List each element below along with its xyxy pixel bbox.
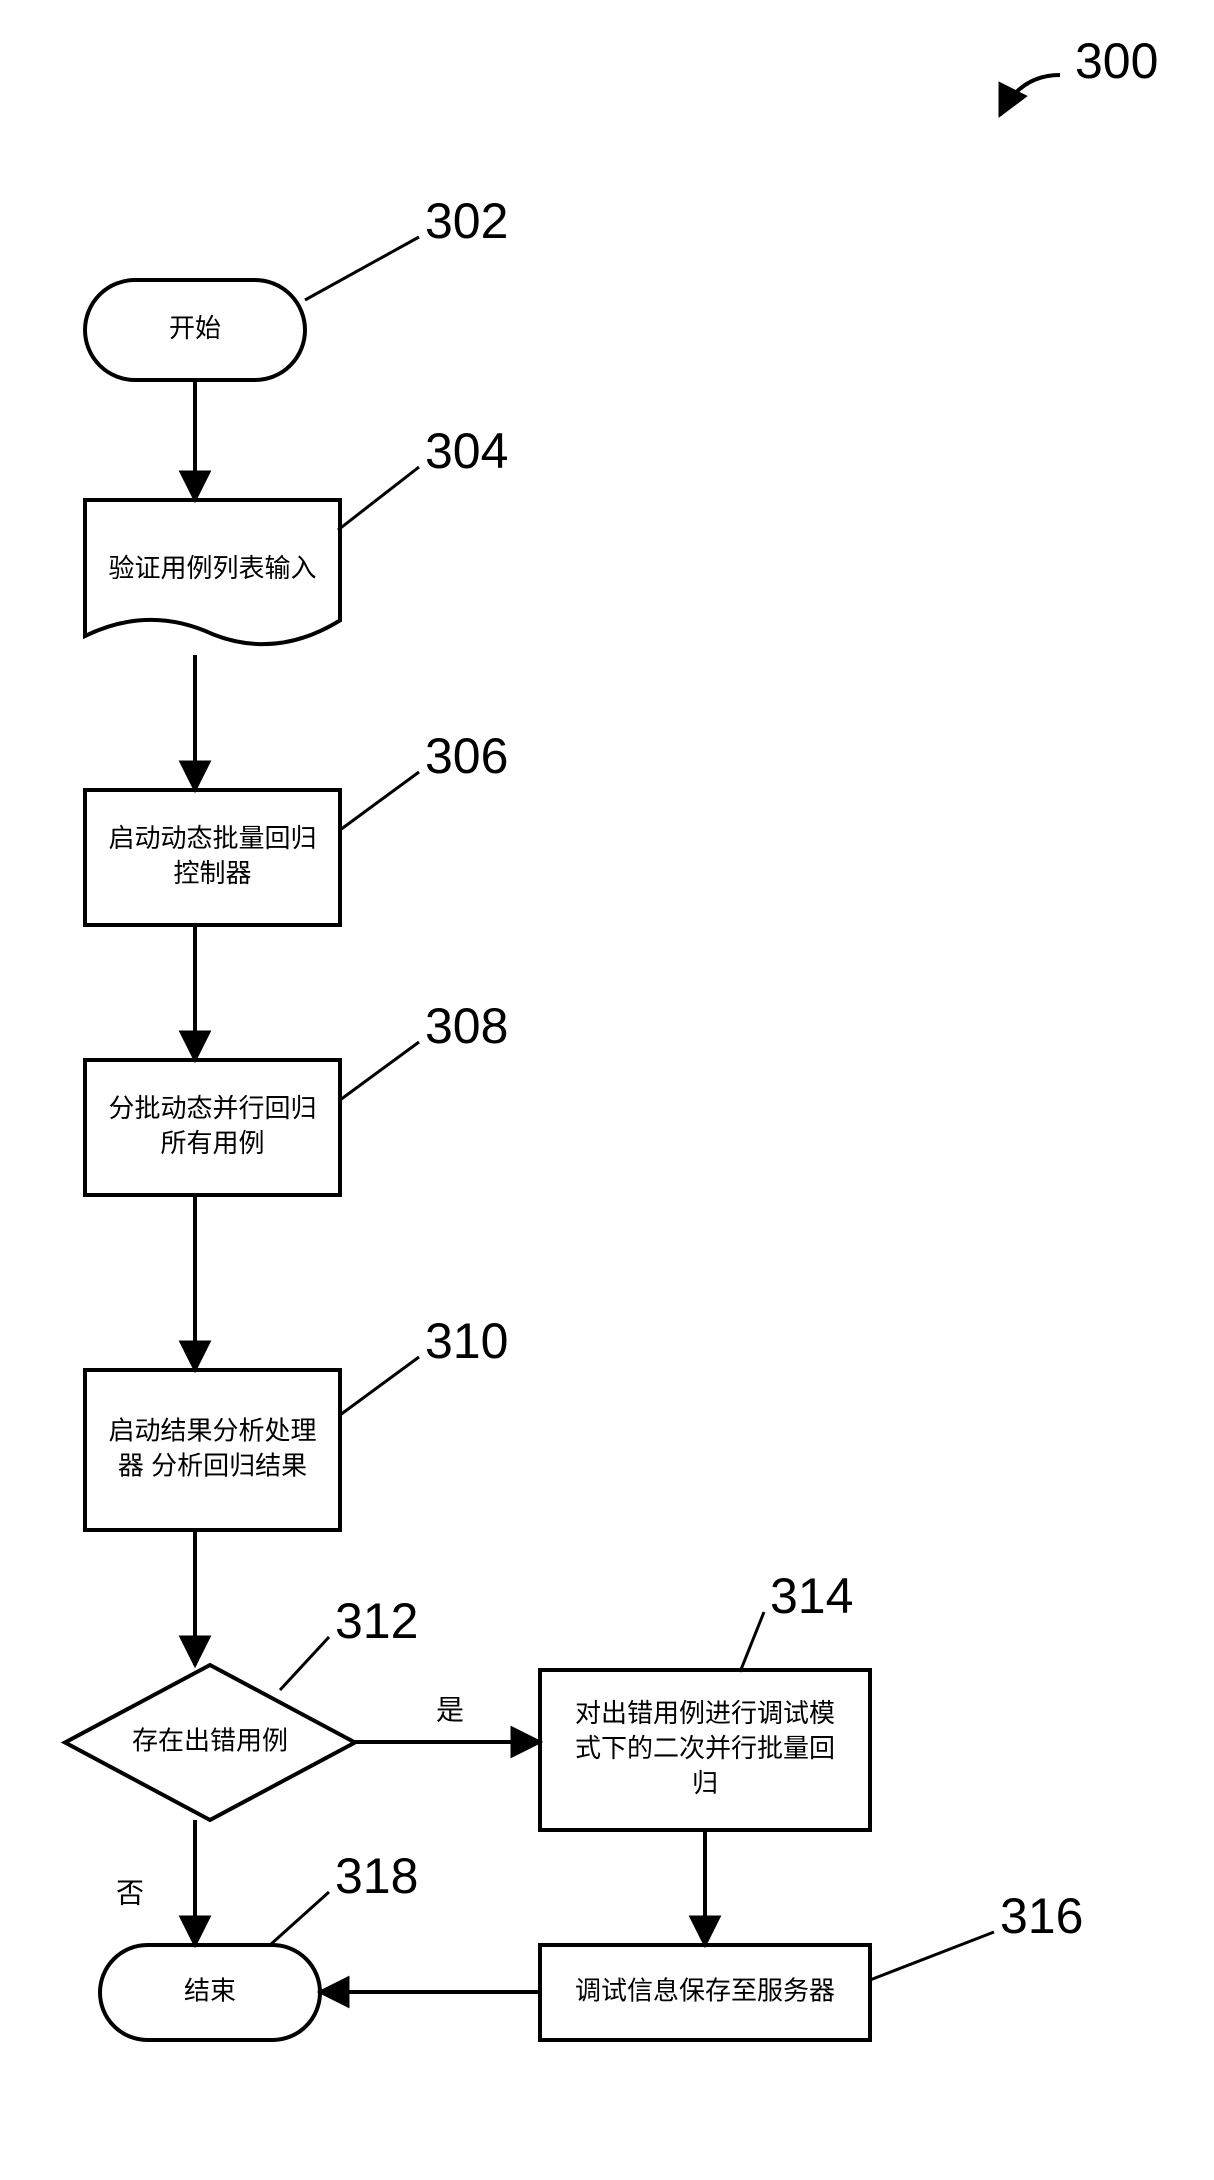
ref-number: 316 [1000,1888,1083,1944]
node-label: 调试信息保存至服务器 [575,1975,835,2005]
ref-leader [340,1357,419,1415]
ref-leader [340,1042,419,1100]
ref-number: 314 [770,1568,853,1624]
node-dec: 存在出错用例 312 [65,1593,418,1820]
edge-label: 否 [116,1877,144,1908]
node-start: 开始 302 [85,193,508,380]
ref-number: 306 [425,728,508,784]
node-p308: 分批动态并行回归所有用例 308 [85,998,508,1195]
flowchart-canvas: 300 开始 302 验证用例列表输入 304 启动动态批量回归控制器 306 分批动态并行回… [0,0,1214,2180]
ref-leader [340,772,419,830]
node-label: 归 [692,1768,718,1798]
node-label: 器 分析回归结果 [118,1450,307,1480]
node-label: 存在出错用例 [132,1725,288,1755]
ref-leader [270,1892,329,1945]
node-p316: 调试信息保存至服务器 316 [540,1888,1083,2040]
ref-number: 308 [425,998,508,1054]
ref-number: 302 [425,193,508,249]
node-label: 结束 [184,1975,236,2005]
ref-number: 318 [335,1848,418,1904]
node-label: 控制器 [173,858,251,888]
node-p314: 对出错用例进行调试模式下的二次并行批量回归 314 [540,1568,870,1830]
node-label: 开始 [169,313,221,343]
edge-label: 是 [436,1694,464,1725]
ref-number: 310 [425,1313,508,1369]
node-label: 所有用例 [160,1128,264,1158]
ref-number: 304 [425,423,508,479]
ref-leader [870,1932,994,1980]
node-label: 分批动态并行回归 [108,1093,316,1123]
ref-leader [305,237,419,300]
figure-ref-leader [1000,75,1060,115]
node-p306: 启动动态批量回归控制器 306 [85,728,508,925]
node-label: 式下的二次并行批量回 [575,1733,835,1763]
node-p310: 启动结果分析处理器 分析回归结果 310 [85,1313,508,1530]
ref-leader [338,467,419,530]
node-input: 验证用例列表输入 304 [85,423,508,644]
ref-number: 312 [335,1593,418,1649]
ref-leader [740,1612,764,1672]
node-end: 结束 318 [100,1848,418,2040]
node-label: 启动结果分析处理 [108,1415,316,1445]
node-label: 启动动态批量回归 [108,823,316,853]
ref-leader [280,1637,329,1690]
node-label: 对出错用例进行调试模 [575,1698,835,1728]
figure-ref-number: 300 [1075,33,1158,89]
node-label: 验证用例列表输入 [108,553,316,583]
